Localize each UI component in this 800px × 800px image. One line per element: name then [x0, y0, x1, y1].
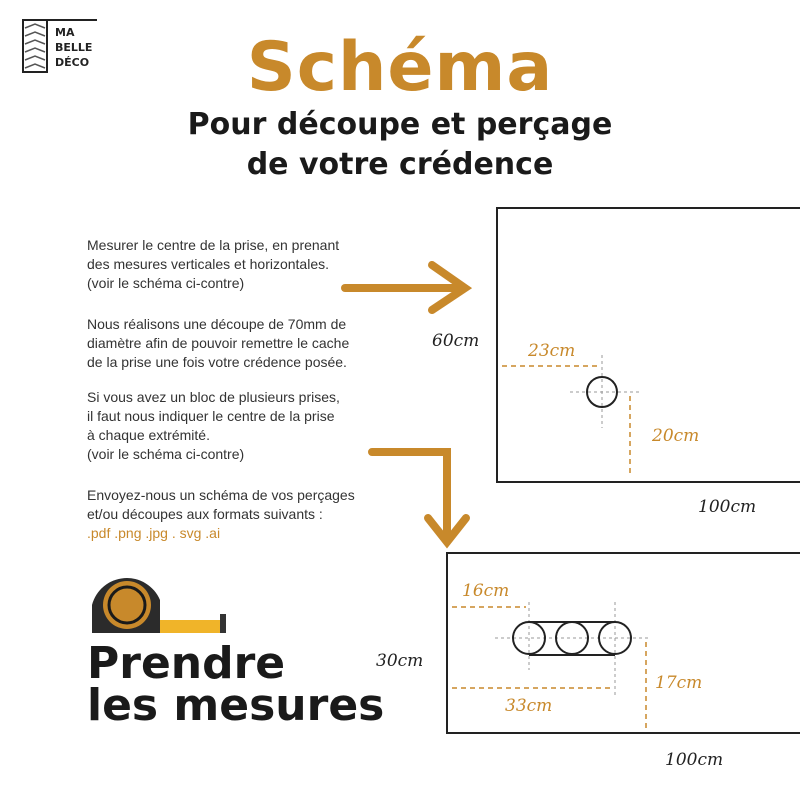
arrow-right-icon	[341, 261, 473, 314]
instruction-paragraph: Si vous avez un bloc de plusieurs prises…	[87, 389, 340, 462]
logo-line: MA	[55, 26, 75, 39]
dimension-label: 16cm	[462, 581, 509, 601]
footer-title: Prendre	[87, 638, 286, 689]
subtitle: de votre crédence	[246, 147, 554, 182]
file-formats: .pdf .png .jpg . svg .ai	[87, 525, 221, 541]
height-label: 60cm	[432, 331, 479, 351]
instruction-paragraph: Nous réalisons une découpe de 70mm de di…	[87, 316, 350, 370]
diagram-single-outlet: 23cm 20cm 60cm 100cm	[432, 207, 800, 517]
instruction-paragraph: Mesurer le centre de la prise, en prenan…	[87, 237, 340, 291]
width-label: 100cm	[665, 750, 723, 770]
logo-text: MA BELLE DÉCO	[55, 25, 92, 70]
logo-line: DÉCO	[55, 56, 90, 69]
dimension-label: 33cm	[505, 696, 552, 716]
diagram-outlet-block: 16cm 33cm 17cm 30cm 100cm	[376, 552, 800, 770]
dimension-label: 17cm	[655, 673, 702, 693]
tape-measure-icon	[92, 578, 226, 633]
width-label: 100cm	[698, 497, 756, 517]
dimension-label: 23cm	[527, 341, 575, 361]
footer-title: les mesures	[87, 680, 385, 731]
logo	[22, 18, 98, 74]
arrow-down-icon	[368, 448, 470, 549]
dimension-label: 20cm	[651, 426, 699, 446]
height-label: 30cm	[376, 651, 423, 671]
logo-line: BELLE	[55, 41, 93, 54]
subtitle: Pour découpe et perçage	[187, 107, 613, 142]
instruction-paragraph: Envoyez-nous un schéma de vos perçages e…	[87, 487, 355, 522]
logo-pattern-icon	[22, 19, 97, 73]
page-title: Schéma	[246, 28, 554, 107]
